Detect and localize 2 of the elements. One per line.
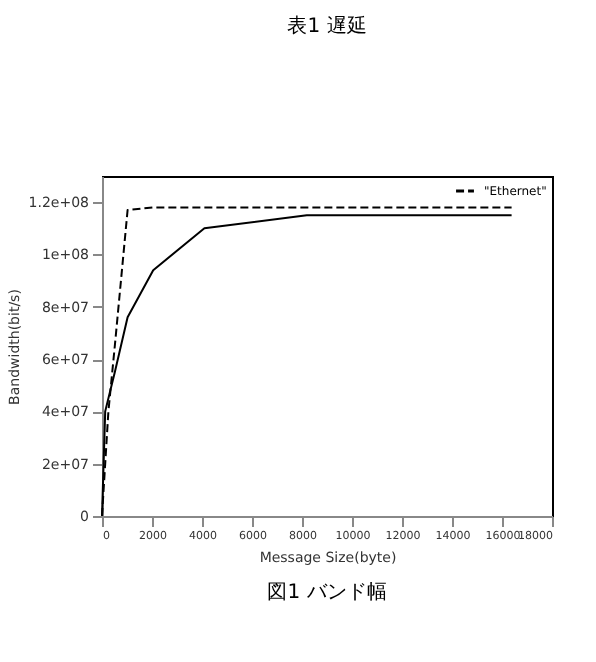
caption: 図1 バンド幅 (267, 580, 387, 604)
text: 表1 遅延 (287, 14, 367, 38)
